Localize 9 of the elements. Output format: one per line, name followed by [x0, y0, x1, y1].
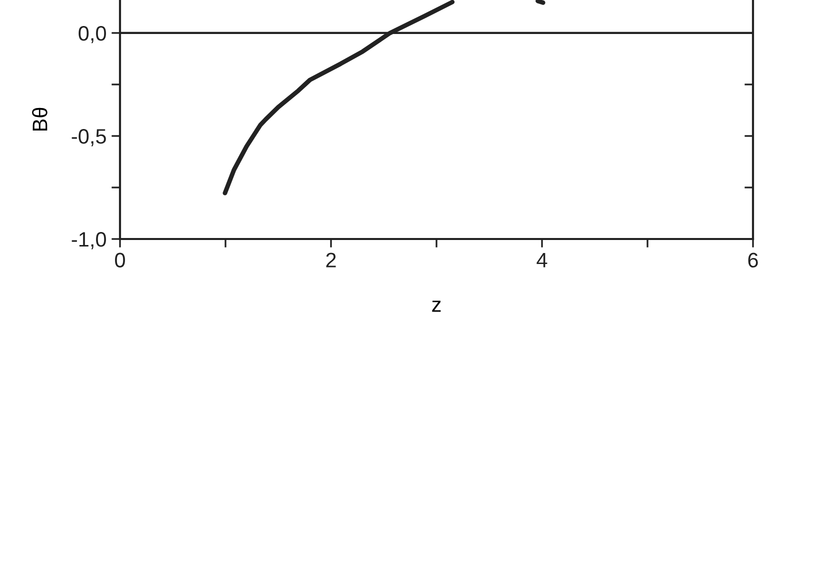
x-tick-label: 6 — [748, 252, 758, 268]
x-axis-title: z — [432, 300, 441, 312]
y-axis-title: Bθ — [32, 108, 48, 131]
x-tick-label: 0 — [115, 252, 125, 268]
x-tick-label: 2 — [326, 252, 336, 268]
y-tick-label: 0,0 — [78, 26, 106, 44]
x-tick-label: 4 — [536, 252, 548, 268]
y-tick-label: -1,0 — [72, 232, 106, 250]
y-tick-label: -0,5 — [72, 128, 106, 146]
